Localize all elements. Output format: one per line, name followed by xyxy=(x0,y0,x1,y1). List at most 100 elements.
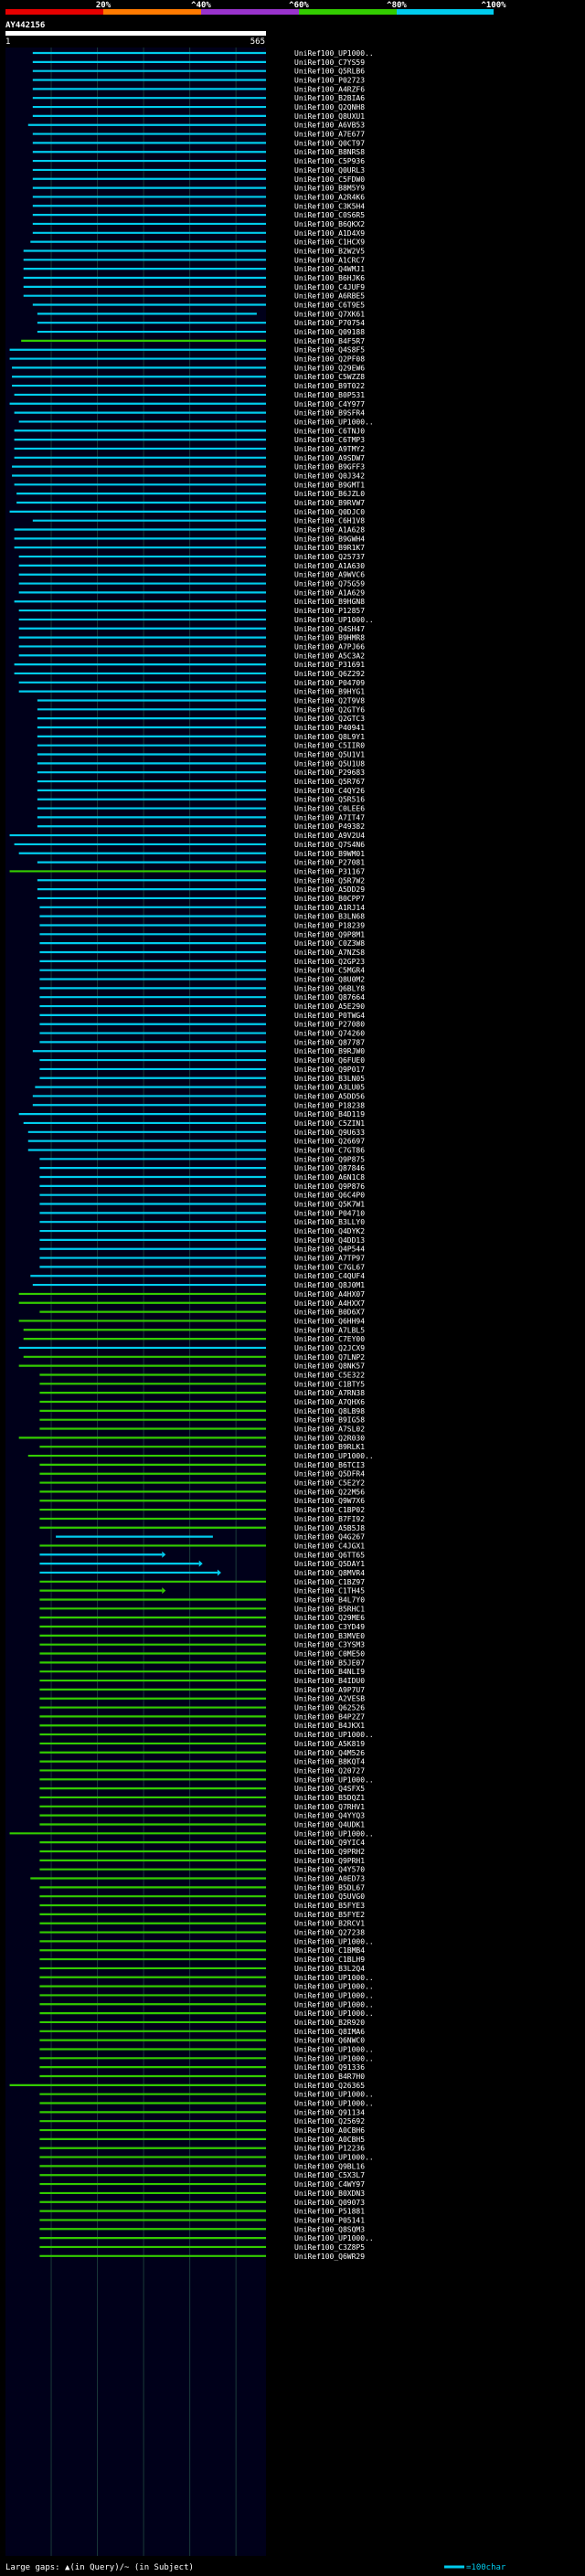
hit-label[interactable]: UniRef100_Q9BL16 xyxy=(294,2162,365,2170)
hit-label[interactable]: UniRef100_Q8L9Y1 xyxy=(294,733,365,741)
hit-row[interactable]: UniRef100_Q8LB98 xyxy=(39,1407,365,1415)
hit-label[interactable]: UniRef100_B6JZL0 xyxy=(294,490,365,498)
hit-label[interactable]: UniRef100_B4JKX1 xyxy=(294,1722,365,1730)
hit-label[interactable]: UniRef100_Q5R7W2 xyxy=(294,876,365,885)
hit-row[interactable]: UniRef100_A5DD56 xyxy=(32,1092,365,1100)
hit-row[interactable]: UniRef100_A4HXX7 xyxy=(18,1299,366,1308)
hit-label[interactable]: UniRef100_A9SDW7 xyxy=(294,454,365,462)
hit-label[interactable]: UniRef100_C3YD49 xyxy=(294,1623,365,1631)
hit-row[interactable]: UniRef100_P04710 xyxy=(39,1209,365,1217)
hit-label[interactable]: UniRef100_Q6WR29 xyxy=(294,2253,365,2261)
hit-label[interactable]: UniRef100_Q6BLY8 xyxy=(294,984,365,992)
hit-row[interactable]: UniRef100_B4R7H0 xyxy=(39,2072,365,2081)
hit-label[interactable]: UniRef100_A4RZF6 xyxy=(294,85,365,93)
hit-row[interactable]: UniRef100_Q6C4P0 xyxy=(39,1192,365,1200)
hit-row[interactable]: UniRef100_P31691 xyxy=(14,661,366,669)
hit-label[interactable]: UniRef100_C3YSM3 xyxy=(294,1641,365,1649)
hit-label[interactable]: UniRef100_B9RJW0 xyxy=(294,1047,365,1055)
hit-label[interactable]: UniRef100_C0S6R5 xyxy=(294,211,365,219)
hit-row[interactable]: UniRef100_A2VESB xyxy=(39,1695,365,1703)
hit-row[interactable]: UniRef100_Q4P544 xyxy=(39,1246,365,1254)
hit-label[interactable]: UniRef100_C1BMB4 xyxy=(294,1946,365,1955)
hit-row[interactable]: UniRef100_Q4WMJ1 xyxy=(23,265,366,273)
hit-row[interactable]: UniRef100_B9WM01 xyxy=(18,850,366,858)
hit-row[interactable]: UniRef100_B3LN05 xyxy=(39,1075,365,1083)
hit-row[interactable]: UniRef100_Q27238 xyxy=(39,1929,365,1937)
hit-label[interactable]: UniRef100_Q4Y570 xyxy=(294,1866,365,1874)
hit-label[interactable]: UniRef100_A4HXX7 xyxy=(294,1299,365,1308)
hit-label[interactable]: UniRef100_B9RVW7 xyxy=(294,499,365,507)
hit-row[interactable]: UniRef100_Q5R516 xyxy=(37,796,365,804)
hit-label[interactable]: UniRef100_Q8U0M2 xyxy=(294,976,365,984)
hit-label[interactable]: UniRef100_A2R4K6 xyxy=(294,193,365,201)
hit-label[interactable]: UniRef100_Q8UXU1 xyxy=(294,112,365,121)
hit-label[interactable]: UniRef100_UP1000.. xyxy=(294,1983,374,1991)
hit-label[interactable]: UniRef100_B0CPP7 xyxy=(294,895,365,903)
hit-row[interactable]: UniRef100_Q8MVR4 xyxy=(39,1569,365,1577)
hit-label[interactable]: UniRef100_C5MGR4 xyxy=(294,967,365,975)
hit-row[interactable]: UniRef100_B2BIA6 xyxy=(32,94,365,102)
hit-row[interactable]: UniRef100_A5K819 xyxy=(39,1740,365,1748)
hit-label[interactable]: UniRef100_B5RHC1 xyxy=(294,1605,365,1613)
hit-label[interactable]: UniRef100_B9IG58 xyxy=(294,1416,365,1425)
hit-row[interactable]: UniRef100_C1BZ97 xyxy=(39,1578,365,1586)
hit-row[interactable]: UniRef100_A2R4K6 xyxy=(32,193,365,201)
hit-label[interactable]: UniRef100_A1RJ14 xyxy=(294,904,365,912)
hit-label[interactable]: UniRef100_P18239 xyxy=(294,921,365,929)
hit-label[interactable]: UniRef100_C6H1V8 xyxy=(294,517,365,525)
hit-row[interactable]: UniRef100_Q74260 xyxy=(39,1030,365,1038)
hit-label[interactable]: UniRef100_Q2GTC3 xyxy=(294,715,365,723)
hit-row[interactable]: UniRef100_UP1000.. xyxy=(39,2154,374,2162)
hit-row[interactable]: UniRef100_Q9PRH1 xyxy=(39,1857,365,1865)
hit-label[interactable]: UniRef100_Q74260 xyxy=(294,1030,365,1038)
hit-row[interactable]: UniRef100_Q5RLB6 xyxy=(32,68,365,76)
hit-label[interactable]: UniRef100_Q9P875 xyxy=(294,1155,365,1163)
hit-label[interactable]: UniRef100_C1BLH9 xyxy=(294,1956,365,1964)
hit-row[interactable]: UniRef100_UP1000.. xyxy=(27,1452,374,1460)
hit-row[interactable]: UniRef100_B0XDN3 xyxy=(39,2189,365,2198)
hit-row[interactable]: UniRef100_C5MGR4 xyxy=(39,967,365,975)
hit-label[interactable]: UniRef100_Q2T9V8 xyxy=(294,696,365,705)
hit-label[interactable]: UniRef100_C1TH45 xyxy=(294,1587,365,1595)
hit-row[interactable]: UniRef100_A7E677 xyxy=(32,131,365,139)
hit-row[interactable]: UniRef100_B4IDU0 xyxy=(39,1677,365,1685)
hit-row[interactable]: UniRef100_B0D6X7 xyxy=(39,1309,365,1317)
hit-row[interactable]: UniRef100_B5DL67 xyxy=(39,1883,365,1892)
hit-label[interactable]: UniRef100_B9HGN8 xyxy=(294,598,365,606)
hit-label[interactable]: UniRef100_A3LU05 xyxy=(294,1084,365,1092)
hit-row[interactable]: UniRef100_A1A628 xyxy=(14,526,366,535)
hit-label[interactable]: UniRef100_B3LN05 xyxy=(294,1075,365,1083)
hit-label[interactable]: UniRef100_Q4WMJ1 xyxy=(294,265,365,273)
hit-row[interactable]: UniRef100_UP1000.. xyxy=(39,2045,374,2053)
hit-label[interactable]: UniRef100_A7PJ66 xyxy=(294,642,365,651)
hit-row[interactable]: UniRef100_Q29ME6 xyxy=(39,1614,365,1622)
hit-row[interactable]: UniRef100_UP1000.. xyxy=(39,1776,374,1784)
hit-row[interactable]: UniRef100_C4JUF9 xyxy=(23,283,366,292)
hit-label[interactable]: UniRef100_Q0DJC0 xyxy=(294,508,365,516)
hit-label[interactable]: UniRef100_Q6HH94 xyxy=(294,1317,365,1325)
hit-label[interactable]: UniRef100_C5P936 xyxy=(294,157,365,165)
hit-row[interactable]: UniRef100_B5DQZ1 xyxy=(39,1794,365,1802)
hit-row[interactable]: UniRef100_A6N1C8 xyxy=(39,1173,365,1182)
hit-row[interactable]: UniRef100_P49382 xyxy=(37,822,365,831)
hit-label[interactable]: UniRef100_B5DQZ1 xyxy=(294,1794,365,1802)
hit-row[interactable]: UniRef100_C1BMB4 xyxy=(39,1946,365,1955)
hit-row[interactable]: UniRef100_UP1000.. xyxy=(39,1731,374,1739)
hit-row[interactable]: UniRef100_B2W2V5 xyxy=(23,247,366,255)
hit-label[interactable]: UniRef100_Q87846 xyxy=(294,1164,365,1172)
hit-row[interactable]: UniRef100_B0CPP7 xyxy=(37,895,365,903)
hit-label[interactable]: UniRef100_A5C3A2 xyxy=(294,652,365,660)
hit-label[interactable]: UniRef100_Q2PF08 xyxy=(294,355,365,364)
hit-label[interactable]: UniRef100_A7TP97 xyxy=(294,1255,365,1263)
hit-row[interactable]: UniRef100_Q6WR29 xyxy=(39,2253,365,2261)
hit-row[interactable]: UniRef100_A4RZF6 xyxy=(32,85,365,93)
hit-row[interactable]: UniRef100_Q0CT97 xyxy=(32,139,365,147)
hit-row[interactable]: UniRef100_Q9YIC4 xyxy=(39,1839,365,1847)
hit-row[interactable]: UniRef100_Q4DD13 xyxy=(39,1236,365,1245)
hit-row[interactable]: UniRef100_Q2T9V8 xyxy=(37,696,365,705)
hit-label[interactable]: UniRef100_B0D6X7 xyxy=(294,1309,365,1317)
hit-row[interactable]: UniRef100_UP1000.. xyxy=(9,1829,374,1838)
hit-row[interactable]: UniRef100_B4D119 xyxy=(18,1110,366,1118)
hit-row[interactable]: UniRef100_P18238 xyxy=(32,1101,365,1109)
hit-row[interactable]: UniRef100_B4JKX1 xyxy=(39,1722,365,1730)
